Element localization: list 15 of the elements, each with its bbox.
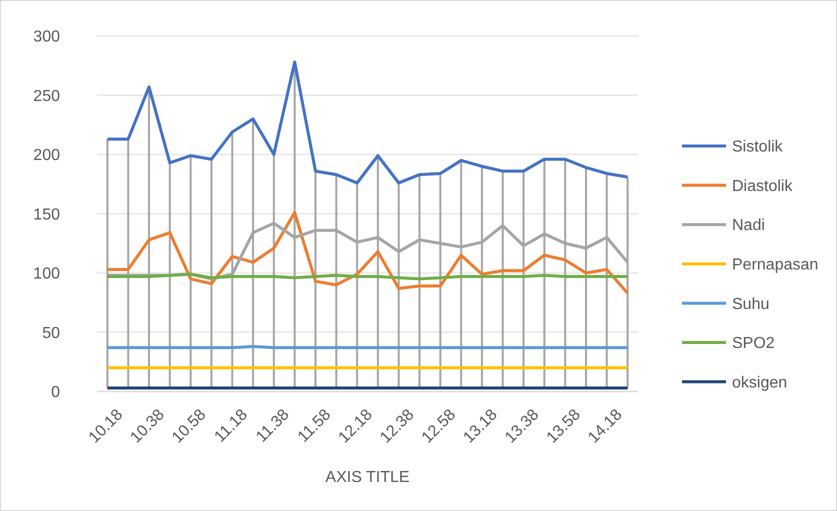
- y-tick-label: 50: [42, 324, 60, 342]
- legend-label: SPO2: [732, 335, 775, 352]
- y-tick-label: 200: [33, 147, 60, 164]
- legend-label: oksigen: [732, 374, 788, 392]
- legend-label: Diastolik: [732, 178, 794, 195]
- y-tick-label: 0: [51, 384, 60, 402]
- y-tick-label: 150: [33, 206, 60, 224]
- legend-label: Suhu: [732, 296, 770, 313]
- y-tick-label: 250: [33, 88, 60, 105]
- legend-label: Nadi: [732, 217, 765, 234]
- y-tick-label: 100: [33, 266, 60, 283]
- y-tick-label: 300: [33, 28, 60, 46]
- x-axis-title: AXIS TITLE: [325, 469, 410, 486]
- legend-label: Sistolik: [732, 138, 784, 156]
- legend-label: Pernapasan: [732, 256, 818, 274]
